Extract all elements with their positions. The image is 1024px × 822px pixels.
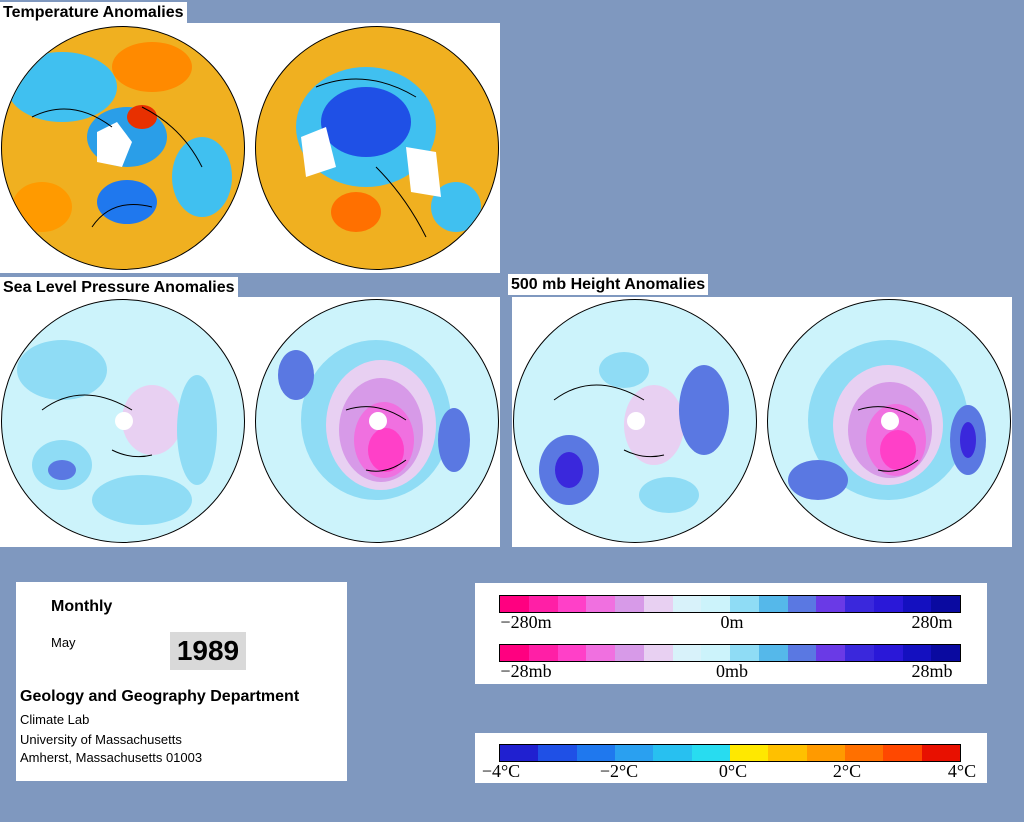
height-colorbar-labels: −280m 0m 280m	[489, 612, 973, 634]
temperature-map-panel	[0, 23, 500, 273]
height-globe-north	[513, 299, 757, 543]
temperature-label-p4: 4°C	[947, 761, 977, 781]
height-title: 500 mb Height Anomalies	[508, 274, 709, 295]
anomaly-legend: −280m 0m 280m −28mb 0mb 28mb	[475, 583, 987, 684]
month-label: May	[51, 635, 76, 650]
temperature-colorbar	[499, 744, 961, 762]
height-map-panel	[512, 297, 1012, 547]
slp-north-field	[17, 340, 217, 525]
height-north-pole-mask	[627, 412, 645, 430]
temperature-globe-north	[1, 26, 245, 270]
slp-globe-south	[255, 299, 499, 543]
slp-globe-north	[1, 299, 245, 543]
height-south-pole-mask	[881, 412, 899, 430]
temperature-colorbar-labels: −4°C −2°C 0°C 2°C 4°C	[482, 761, 977, 783]
pressure-min-label: −28mb	[500, 661, 552, 681]
temperature-label-m4: −4°C	[481, 761, 521, 781]
year-label: 1989	[170, 632, 246, 670]
pressure-max-label: 28mb	[911, 661, 953, 681]
department-label: Geology and Geography Department	[20, 688, 300, 705]
pressure-colorbar-labels: −28mb 0mb 28mb	[489, 661, 973, 683]
temperature-legend: −4°C −2°C 0°C 2°C 4°C	[475, 733, 987, 783]
address-label: Amherst, Massachusetts 01003	[20, 750, 203, 765]
height-globe-south	[767, 299, 1011, 543]
height-max-label: 280m	[911, 612, 953, 632]
height-zero-label: 0m	[720, 612, 744, 632]
temperature-label-p2: 2°C	[832, 761, 862, 781]
temperature-north-field	[7, 42, 232, 232]
temperature-south-field	[296, 67, 481, 238]
slp-south-field	[278, 340, 470, 500]
slp-map-panel	[0, 297, 500, 547]
slp-title: Sea Level Pressure Anomalies	[0, 277, 238, 298]
height-north-field	[539, 352, 729, 513]
pressure-colorbar	[499, 644, 961, 662]
pressure-zero-label: 0mb	[715, 661, 749, 681]
height-min-label: −280m	[500, 612, 552, 632]
period-label: Monthly	[51, 598, 113, 615]
temperature-globe-south	[255, 26, 499, 270]
height-colorbar	[499, 595, 961, 613]
info-box: Monthly May 1989 Geology and Geography D…	[16, 582, 347, 781]
slp-north-pole-mask	[115, 412, 133, 430]
slp-south-pole-mask	[369, 412, 387, 430]
lab-label: Climate Lab	[20, 712, 90, 727]
temperature-title: Temperature Anomalies	[0, 2, 187, 23]
temperature-label-0: 0°C	[718, 761, 748, 781]
university-label: University of Massachusetts	[20, 732, 182, 747]
temperature-label-m2: −2°C	[599, 761, 639, 781]
